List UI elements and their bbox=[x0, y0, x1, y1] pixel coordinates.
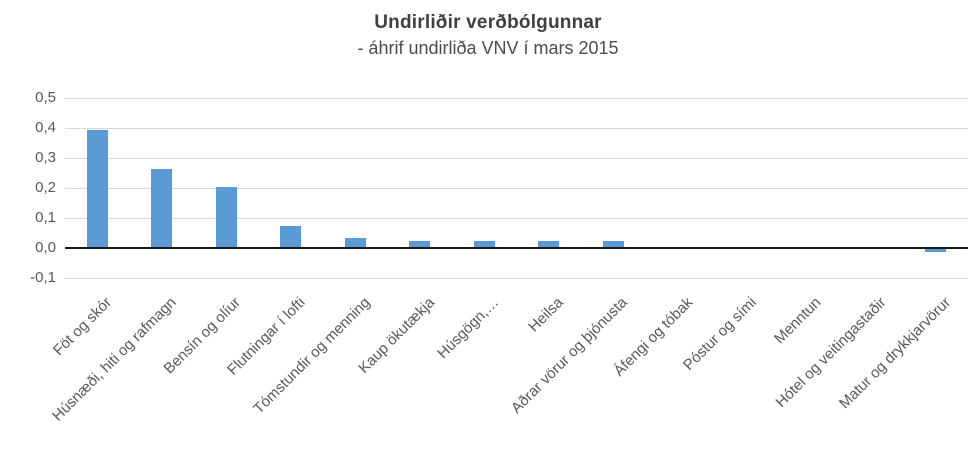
bar bbox=[925, 249, 947, 252]
x-axis-category-label: Húsnæði, hiti og rafmagn bbox=[49, 294, 180, 425]
y-axis-tick-label: 0,1 bbox=[35, 209, 56, 226]
gridline bbox=[65, 128, 968, 129]
gridline bbox=[65, 218, 968, 219]
y-axis-tick-label: 0,4 bbox=[35, 119, 56, 136]
gridline bbox=[65, 278, 968, 279]
x-axis-category-label: Föt og skór bbox=[50, 294, 116, 360]
bar bbox=[86, 130, 108, 247]
x-axis-category-label: Aðrar vörur og þjónusta bbox=[508, 294, 632, 417]
gridline bbox=[65, 188, 968, 189]
x-axis-category-label: Tómstundir og menning bbox=[249, 294, 374, 418]
y-axis-tick-label: 0,2 bbox=[35, 179, 56, 196]
bar bbox=[473, 241, 495, 247]
bar bbox=[602, 241, 624, 247]
chart-subtitle: - áhrif undirliða VNV í mars 2015 bbox=[357, 38, 619, 58]
bar bbox=[538, 241, 560, 247]
gridline bbox=[65, 158, 968, 159]
bar bbox=[409, 241, 431, 247]
y-axis-tick-label: -0,1 bbox=[30, 269, 56, 286]
x-axis-category-label: Húsgögn,… bbox=[434, 294, 503, 363]
bar bbox=[344, 238, 366, 247]
x-axis-category-label: Hótel og veitingastaðir bbox=[772, 294, 890, 411]
y-axis-tick-label: 0,3 bbox=[35, 149, 56, 166]
x-axis-category-label: Menntun bbox=[771, 294, 825, 348]
y-axis-tick-label: 0,5 bbox=[35, 89, 56, 106]
bar bbox=[151, 169, 173, 247]
bar bbox=[215, 187, 237, 247]
gridline bbox=[65, 98, 968, 99]
x-axis-zero-line bbox=[65, 247, 968, 249]
x-axis-category-label: Matur og drykkjarvörur bbox=[835, 294, 954, 413]
y-axis-tick-label: 0,0 bbox=[35, 239, 56, 256]
bar bbox=[280, 226, 302, 247]
chart-title: Undirliðir verðbólgunnar bbox=[374, 12, 602, 33]
x-axis-category-label: Heilsa bbox=[525, 294, 567, 336]
